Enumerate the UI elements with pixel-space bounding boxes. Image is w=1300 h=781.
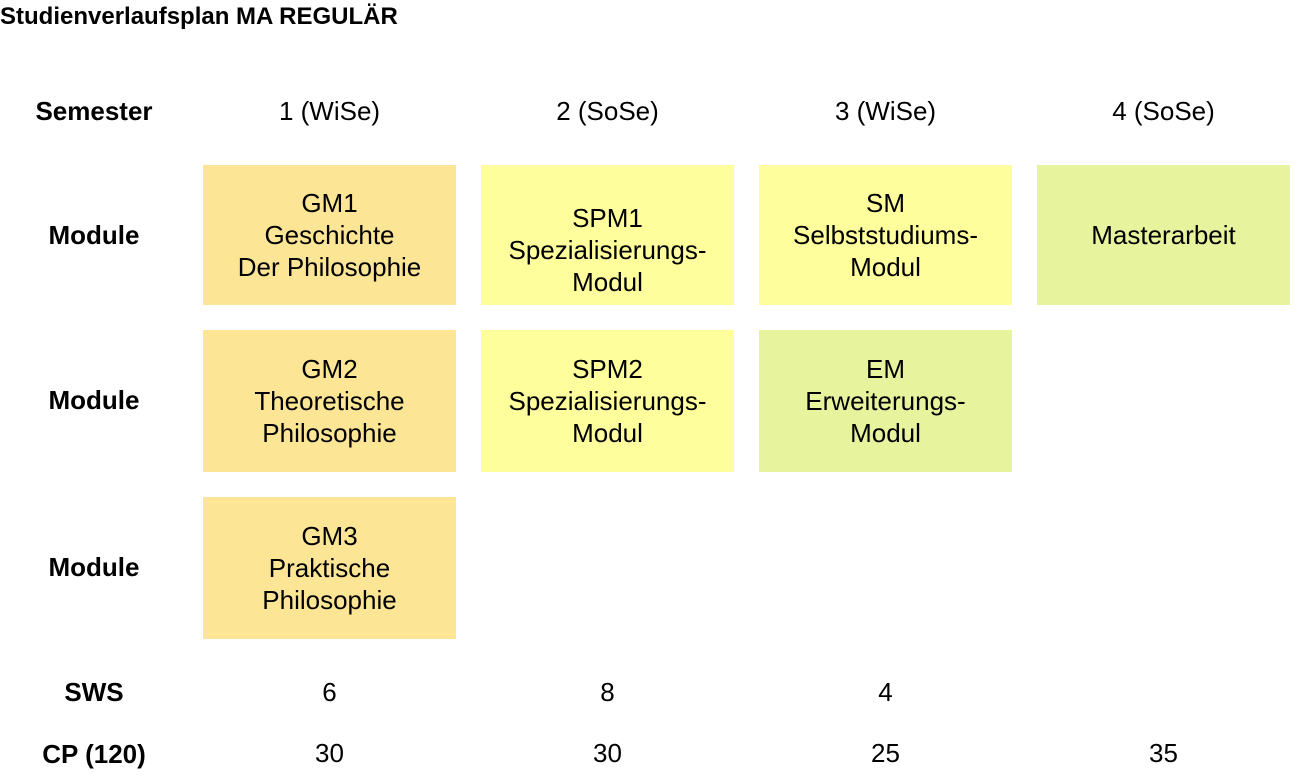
- row-label-sws: SWS: [64, 677, 124, 707]
- cp-semester-4: 35: [1149, 738, 1178, 768]
- sws-semester-2: 8: [600, 677, 615, 707]
- row-label-semester: Semester: [35, 96, 153, 126]
- semester-1-header: 1 (WiSe): [278, 96, 381, 126]
- module-box-sm: SM Selbststudiums- Modul: [759, 165, 1012, 305]
- module-box-gm1: GM1 Geschichte Der Philosophie: [203, 165, 456, 305]
- cp-semester-3: 25: [871, 738, 900, 768]
- row-label-cp: CP (120): [42, 739, 146, 769]
- row-label-module-3: Module: [48, 552, 140, 582]
- module-em-code: EM: [866, 354, 905, 384]
- module-box-gm2: GM2 Theoretische Philosophie: [203, 330, 456, 472]
- module-gm1-code: GM1: [301, 188, 358, 218]
- module-box-gm3: GM3 Praktische Philosophie: [203, 497, 456, 639]
- module-gm3-code: GM3: [301, 521, 358, 551]
- module-box-em: EM Erweiterungs- Modul: [759, 330, 1012, 472]
- row-label-module-1: Module: [48, 220, 140, 250]
- module-box-masterarbeit: Masterarbeit: [1037, 165, 1290, 305]
- semester-3-header: 3 (WiSe): [834, 96, 937, 126]
- module-masterarbeit-name: Masterarbeit: [1091, 220, 1236, 250]
- module-sm-code: SM: [866, 188, 905, 218]
- sws-semester-3: 4: [878, 677, 893, 707]
- module-gm1-name-2: Der Philosophie: [237, 252, 422, 282]
- module-gm3-name-2: Philosophie: [262, 585, 397, 615]
- module-gm2-name-2: Philosophie: [262, 418, 397, 448]
- module-em-name-2: Modul: [850, 418, 921, 448]
- cp-semester-1: 30: [315, 738, 344, 768]
- semester-4-header: 4 (SoSe): [1112, 96, 1215, 126]
- module-spm1-name-1: Spezialisierungs-: [508, 235, 707, 265]
- module-spm2-name-1: Spezialisierungs-: [508, 386, 707, 416]
- module-gm2-name-1: Theoretische: [254, 386, 405, 416]
- semester-2-header: 2 (SoSe): [556, 96, 659, 126]
- module-box-spm2: SPM2 Spezialisierungs- Modul: [481, 330, 734, 472]
- cp-semester-2: 30: [593, 738, 622, 768]
- module-gm1-name-1: Geschichte: [264, 220, 395, 250]
- page-title: Studienverlaufsplan MA REGULÄR: [0, 3, 398, 30]
- module-spm1-code: SPM1: [572, 203, 643, 233]
- module-spm2-name-2: Modul: [572, 418, 643, 448]
- module-spm1-name-2: Modul: [572, 267, 643, 297]
- module-em-name-1: Erweiterungs-: [805, 386, 966, 416]
- module-sm-name-1: Selbststudiums-: [793, 220, 978, 250]
- module-sm-name-2: Modul: [850, 252, 921, 282]
- module-gm3-name-1: Praktische: [268, 553, 391, 583]
- sws-semester-1: 6: [322, 677, 337, 707]
- module-gm2-code: GM2: [301, 354, 358, 384]
- module-spm2-code: SPM2: [572, 354, 643, 384]
- module-box-spm1: SPM1 Spezialisierungs- Modul: [481, 165, 734, 305]
- row-label-module-2: Module: [48, 385, 140, 415]
